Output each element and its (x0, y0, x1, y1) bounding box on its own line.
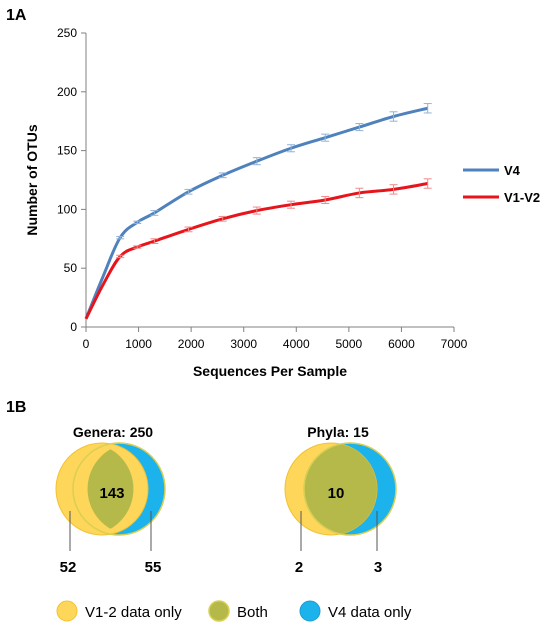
error-bar (287, 144, 296, 153)
series-layer (84, 103, 432, 320)
x-tick-label: 0 (83, 337, 90, 351)
error-bar (218, 215, 227, 222)
error-bar (389, 184, 398, 195)
error-bar (252, 206, 261, 215)
venn-genera-both: 143 (99, 485, 124, 502)
error-bar (133, 245, 142, 249)
error-bar (184, 188, 193, 195)
error-bar (150, 210, 159, 216)
error-bar (321, 195, 330, 205)
error-bar (116, 235, 125, 240)
venn-phyla-right-only: 3 (374, 559, 382, 576)
venn-phyla-title: Phyla: 15 (307, 424, 369, 440)
y-tick-label: 250 (57, 26, 77, 40)
y-ticks: 0 50 100 150 200 250 (57, 26, 86, 334)
error-bar (184, 226, 193, 233)
legend-label-v4-only: V4 data only (328, 604, 412, 621)
panel-label-1b: 1B (6, 399, 26, 416)
venn-phyla-overlap-outline (303, 442, 397, 536)
y-tick-label: 150 (57, 144, 77, 158)
x-ticks: 0 1000 2000 3000 4000 5000 6000 7000 (83, 327, 468, 351)
venn-genera-title: Genera: 250 (73, 424, 153, 440)
x-axis-title: Sequences Per Sample (193, 363, 347, 379)
venn-phyla: Phyla: 15 10 2 3 (284, 424, 397, 576)
error-bar (423, 103, 432, 114)
error-bar (389, 111, 398, 122)
legend-swatch-both (208, 600, 230, 622)
error-bar (355, 123, 364, 132)
x-tick-label: 5000 (336, 337, 363, 351)
venn-phyla-overlap (304, 444, 377, 534)
venn-genera-overlap (87, 449, 134, 529)
error-bar (116, 254, 125, 259)
y-tick-label: 50 (64, 261, 78, 275)
line-chart: 0 50 100 150 200 250 0 1000 2000 3000 4000 5000 600… (24, 26, 540, 379)
series-line-v1v2 (84, 182, 428, 320)
y-tick-label: 200 (57, 85, 77, 99)
venn-genera: Genera: 250 143 52 55 (55, 424, 166, 576)
error-bar (423, 178, 432, 189)
legend-label-v12-only: V1-2 data only (85, 604, 182, 621)
error-bar (133, 220, 142, 225)
venn-legend: V1-2 data only Both V4 data only (56, 600, 412, 622)
venn-genera-overlap-outline (72, 442, 166, 536)
legend-swatch-v4-only (299, 600, 321, 622)
legend-label-v1v2: V1-V2 (504, 190, 540, 205)
legend: V4 V1-V2 (463, 163, 540, 205)
error-bar (321, 133, 330, 142)
error-bar (287, 200, 296, 209)
x-tick-label: 3000 (230, 337, 257, 351)
y-tick-label: 100 (57, 202, 77, 216)
error-bar (355, 187, 364, 199)
legend-swatch-v12-only (56, 600, 78, 622)
venn-genera-right-only: 55 (145, 559, 162, 576)
y-axis-title: Number of OTUs (24, 124, 40, 235)
error-bar (252, 157, 261, 166)
error-bar (150, 238, 159, 245)
legend-label-both: Both (237, 604, 268, 621)
x-tick-label: 2000 (178, 337, 205, 351)
x-tick-label: 1000 (125, 337, 152, 351)
x-tick-label: 6000 (388, 337, 415, 351)
legend-label-v4: V4 (504, 163, 521, 178)
venn-phyla-left-only: 2 (295, 559, 303, 576)
panel-label-1a: 1A (6, 7, 27, 24)
venn-phyla-both: 10 (328, 485, 345, 502)
x-tick-label: 4000 (283, 337, 310, 351)
error-bar (218, 172, 227, 179)
y-tick-label: 0 (70, 320, 77, 334)
x-tick-label: 7000 (441, 337, 468, 351)
venn-genera-left-only: 52 (60, 559, 77, 576)
